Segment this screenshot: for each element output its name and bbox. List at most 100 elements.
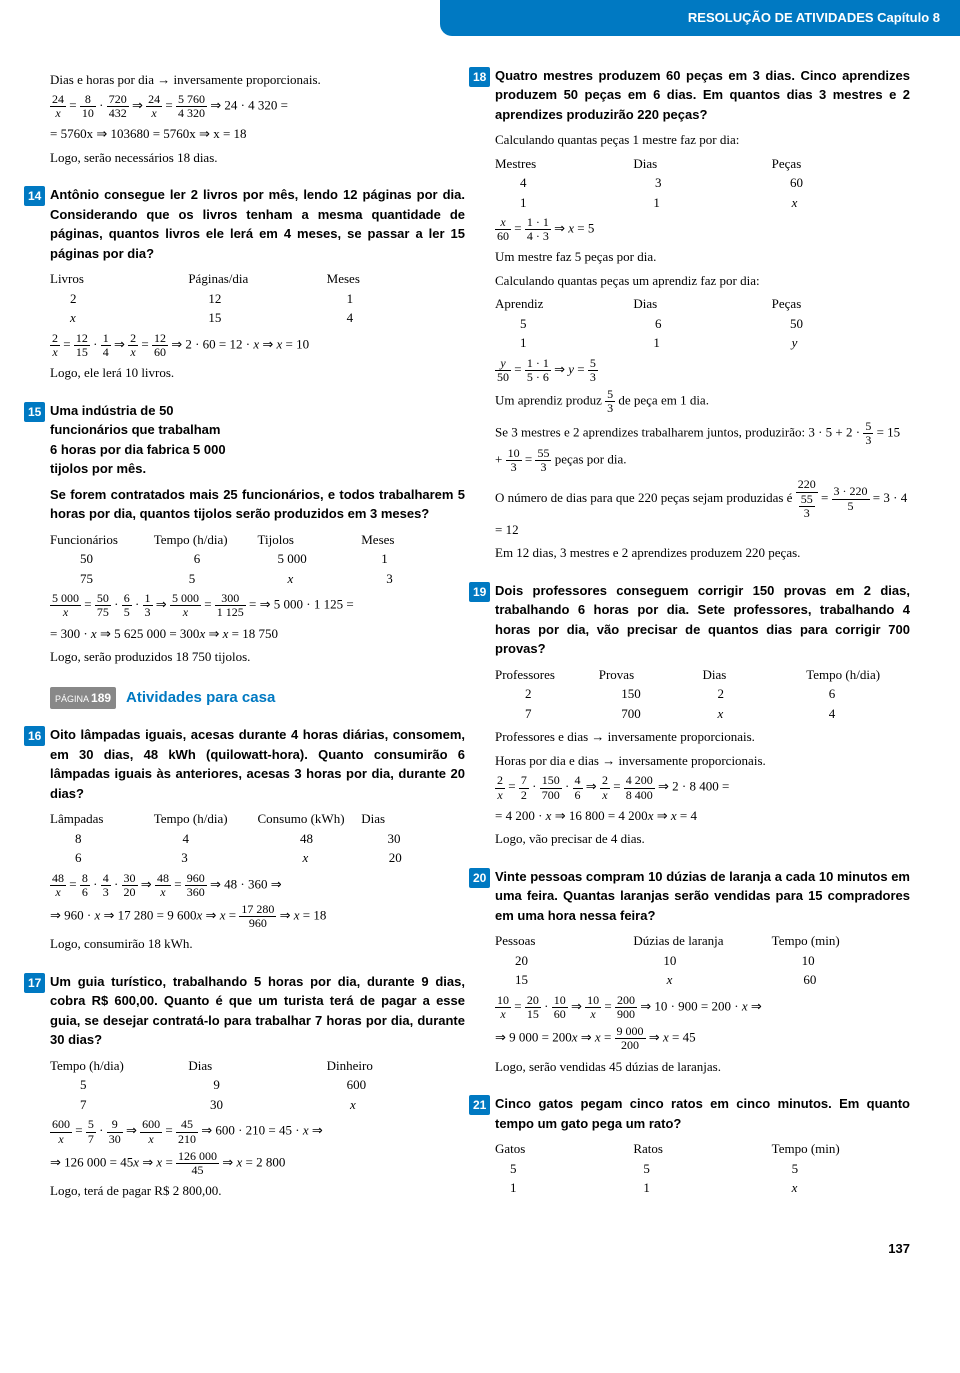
q20: Vinte pessoas compram 10 dúzias de laran…	[495, 867, 910, 926]
t18a-r1c1: 4	[495, 173, 640, 193]
m20a: 10x = 2015 · 1060 ⇒ 10x = 200900 ⇒ 10 · …	[495, 994, 910, 1021]
q21: Cinco gatos pegam cinco ratos em cinco m…	[495, 1094, 910, 1133]
t19-r1c4: 6	[799, 684, 910, 704]
t17-r1c2: 9	[198, 1075, 331, 1095]
q18: Quatro mestres produzem 60 peças em 3 di…	[495, 66, 910, 125]
t19-h3: Dias	[703, 665, 807, 685]
s18-6: O número de dias para que 220 peças seja…	[495, 478, 910, 539]
t21-r1c1: 5	[495, 1159, 628, 1179]
m16b: ⇒ 960 · x ⇒ 17 280 = 9 600x ⇒ x = 17 280…	[50, 903, 465, 930]
t18b-r1c1: 5	[495, 314, 640, 334]
t21-r1c3: 5	[762, 1159, 910, 1179]
t19-r2c3: x	[703, 704, 799, 724]
intro-block: Dias e horas por dia → inversamente prop…	[50, 70, 465, 168]
t20-h1: Pessoas	[495, 931, 633, 951]
t15-r2c4: 3	[366, 569, 465, 589]
main-content: Dias e horas por dia → inversamente prop…	[0, 66, 960, 1219]
m18a: x60 = 1 · 14 · 3 ⇒ x = 5	[495, 216, 910, 243]
badge-16: 16	[24, 726, 45, 746]
t18a-h2: Dias	[633, 154, 771, 174]
t18b-h3: Peças	[772, 294, 910, 314]
intro-concl: Logo, serão necessários 18 dias.	[50, 148, 465, 168]
t19-h1: Professores	[495, 665, 599, 685]
t17-h1: Tempo (h/dia)	[50, 1056, 188, 1076]
intro-math1: 24x = 810 · 720432 ⇒ 24x = 5 7604 320 ⇒ …	[50, 93, 465, 120]
s18-3: Calculando quantas peças um aprendiz faz…	[495, 271, 910, 291]
q19: Dois professores conseguem corrigir 150 …	[495, 581, 910, 659]
t15-r2c1: 75	[50, 569, 159, 589]
m19b: = 4 200 · x ⇒ 16 800 = 4 200x ⇒ x = 4	[495, 806, 910, 826]
m15a: 5 000x = 5075 · 65 · 13 ⇒ 5 000x = 3001 …	[50, 592, 465, 619]
t15-r1c2: 6	[164, 549, 278, 569]
c14: Logo, ele lerá 10 livros.	[50, 363, 465, 383]
t17-h3: Dinheiro	[327, 1056, 465, 1076]
page-ref: PÁGINA 189	[50, 687, 116, 709]
t14-h1: Livros	[50, 269, 188, 289]
t15-h2: Tempo (h/dia)	[154, 530, 258, 550]
badge-20: 20	[469, 868, 490, 888]
intro-math2: = 5760x ⇒ 103680 = 5760x ⇒ x = 18	[50, 124, 465, 144]
s18-1: Calculando quantas peças 1 mestre faz po…	[495, 130, 910, 150]
t18a-r2c2: 1	[638, 193, 771, 213]
s18-5: Se 3 mestres e 2 aprendizes trabalharem …	[495, 420, 910, 475]
t18b-r2c2: 1	[638, 333, 771, 353]
badge-19: 19	[469, 582, 490, 602]
badge-18: 18	[469, 67, 490, 87]
section-heading: PÁGINA 189 Atividades para casa	[50, 687, 465, 710]
t16-r1c4: 30	[378, 829, 466, 849]
t18b-r1c2: 6	[640, 314, 775, 334]
t20-r2c3: 60	[773, 970, 910, 990]
t19-r1c2: 150	[606, 684, 702, 704]
s19-1: Professores e dias → inversamente propor…	[495, 727, 910, 747]
exercise-16: 16 Oito lâmpadas iguais, acesas durante …	[50, 725, 465, 954]
t18a-r2c3: x	[772, 193, 910, 213]
t18a-h3: Peças	[772, 154, 910, 174]
t17-h2: Dias	[188, 1056, 326, 1076]
m18b: y50 = 1 · 15 · 6 ⇒ y = 53	[495, 357, 910, 384]
t14-h2: Páginas/dia	[188, 269, 326, 289]
t20-r2c2: x	[622, 970, 774, 990]
t19-r2c2: 700	[606, 704, 702, 724]
t21-h2: Ratos	[633, 1139, 771, 1159]
s18-2: Um mestre faz 5 peças por dia.	[495, 247, 910, 267]
q15b: Se forem contratados mais 25 funcionário…	[50, 485, 465, 524]
t19-h4: Tempo (h/dia)	[806, 665, 910, 685]
t18a-r1c3: 60	[775, 173, 910, 193]
right-column: 18 Quatro mestres produzem 60 peças em 3…	[495, 66, 910, 1219]
t15-r2c3: x	[268, 569, 367, 589]
exercise-18: 18 Quatro mestres produzem 60 peças em 3…	[495, 66, 910, 563]
t16-r2c4: 20	[379, 848, 465, 868]
t21-r2c1: 1	[495, 1178, 628, 1198]
m20b: ⇒ 9 000 = 200x ⇒ x = 9 000200 ⇒ x = 45	[495, 1025, 910, 1052]
t21-r1c2: 5	[628, 1159, 761, 1179]
badge-21: 21	[469, 1095, 490, 1115]
t14-h3: Meses	[327, 269, 465, 289]
s18-4: Um aprendiz produz 53 de peça em 1 dia.	[495, 388, 910, 415]
t19-r1c1: 2	[495, 684, 606, 704]
exercise-20: 20 Vinte pessoas compram 10 dúzias de la…	[495, 867, 910, 1076]
badge-17: 17	[24, 973, 45, 993]
exercise-19: 19 Dois professores conseguem corrigir 1…	[495, 581, 910, 849]
t18b-r2c3: y	[772, 333, 910, 353]
t15-h4: Meses	[361, 530, 465, 550]
t16-h1: Lâmpadas	[50, 809, 154, 829]
t16-h4: Dias	[361, 809, 465, 829]
exercise-17: 17 Um guia turístico, trabalhando 5 hora…	[50, 972, 465, 1201]
s18-7: Em 12 dias, 3 mestres e 2 aprendizes pro…	[495, 543, 910, 563]
intro-line1: Dias e horas por dia → inversamente prop…	[50, 70, 465, 90]
t16-r1c3: 48	[260, 829, 378, 849]
t20-r1c2: 10	[623, 951, 771, 971]
t16-h3: Consumo (kWh)	[258, 809, 362, 829]
t15-r1c1: 50	[50, 549, 164, 569]
t17-r2c2: 30	[195, 1095, 325, 1115]
t21-h3: Tempo (min)	[772, 1139, 910, 1159]
t14-r1c3: 1	[327, 289, 465, 309]
t15-h1: Funcionários	[50, 530, 154, 550]
c17: Logo, terá de pagar R$ 2 800,00.	[50, 1181, 465, 1201]
c15: Logo, serão produzidos 18 750 tijolos.	[50, 647, 465, 667]
t14-r1c1: 2	[50, 289, 188, 309]
t17-r1c3: 600	[332, 1075, 465, 1095]
t15-r2c2: 5	[159, 569, 268, 589]
t20-r1c3: 10	[772, 951, 910, 971]
exercise-21: 21 Cinco gatos pegam cinco ratos em cinc…	[495, 1094, 910, 1198]
